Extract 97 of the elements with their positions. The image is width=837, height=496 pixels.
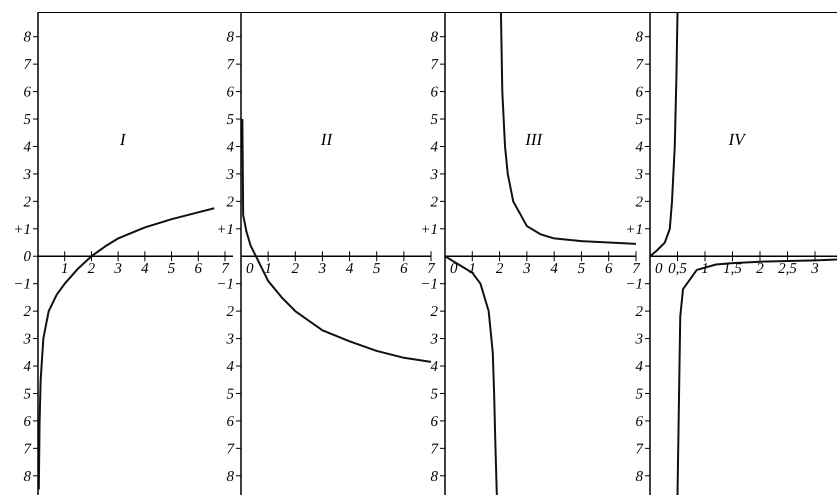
x-tick-label: 4	[550, 261, 558, 278]
x-tick-label: 0,5	[668, 261, 688, 278]
y-tick-label: 5	[636, 386, 644, 402]
y-tick-label: 2	[226, 194, 234, 210]
y-tick-label: 3	[22, 332, 31, 348]
x-tick-label: 1	[60, 261, 68, 278]
x-tick-label: 2	[292, 261, 300, 278]
y-tick-label: 8	[226, 30, 234, 46]
y-tick-label: 6	[226, 84, 234, 101]
y-tick-label: 8	[430, 30, 438, 46]
y-tick-label: −1	[420, 276, 438, 293]
x-tick-label: 6	[604, 261, 613, 278]
y-tick-label: 4	[226, 139, 234, 156]
x-tick-label: 2	[88, 261, 96, 278]
y-tick-label: 8	[636, 30, 644, 46]
y-tick-label: 6	[226, 414, 234, 430]
y-tick-label: 8	[636, 468, 644, 485]
y-tick-label: 7	[24, 441, 32, 458]
y-tick-label: 8	[430, 468, 438, 485]
y-tick-label: 6	[430, 414, 438, 430]
y-tick-label: 4	[636, 359, 644, 376]
y-tick-label: 2	[24, 194, 32, 210]
line-series	[650, 12, 678, 258]
x-tick-label: 0	[450, 261, 458, 278]
y-tick-label: 4	[24, 359, 32, 376]
y-tick-label: 3	[430, 166, 438, 183]
x-tick-label: 0	[246, 261, 254, 278]
y-tick-label: 5	[24, 112, 32, 128]
x-tick-label: 1	[264, 261, 272, 278]
y-tick-label: 4	[24, 139, 32, 156]
y-tick-label: 5	[226, 386, 234, 402]
annotation: IV	[728, 130, 745, 150]
x-tick-label: 3	[522, 261, 531, 278]
x-tick-label: 6	[400, 261, 408, 278]
x-tick-label: 4	[346, 261, 354, 278]
line-series	[38, 207, 216, 491]
y-tick-label: 2	[430, 304, 438, 320]
y-tick-label: 3	[22, 166, 31, 183]
annotation: I	[120, 130, 126, 150]
y-tick-label: 3	[634, 166, 643, 183]
x-tick-label: 3	[113, 261, 122, 278]
y-tick-label: +1	[420, 222, 438, 238]
y-tick-label: 7	[430, 57, 440, 74]
y-tick-label: 8	[226, 468, 234, 485]
y-tick-label: 5	[430, 112, 438, 128]
x-tick-label: 4	[141, 261, 150, 278]
x-tick-label: 5	[168, 261, 176, 278]
y-tick-label: +1	[625, 222, 643, 238]
y-tick-label: 7	[636, 57, 644, 74]
y-tick-label: 6	[24, 84, 32, 101]
x-tick-label: 5	[372, 261, 381, 278]
annotation: II	[320, 130, 332, 150]
y-tick-label: 4	[226, 359, 234, 376]
y-tick-label: 7	[636, 441, 644, 458]
y-tick-label: 3	[430, 332, 438, 348]
y-tick-label: 6	[636, 84, 644, 101]
y-tick-label: 6	[636, 414, 644, 430]
x-tick-label: 0	[655, 261, 663, 278]
y-tick-label: 2	[636, 194, 644, 210]
y-tick-label: 4	[430, 359, 438, 376]
annotation: III	[525, 130, 542, 150]
y-tick-label: 0	[24, 249, 32, 266]
x-tick-label: 6	[194, 261, 203, 278]
y-tick-label: 7	[24, 57, 32, 74]
x-tick-label: 3	[810, 261, 819, 278]
y-tick-label: 2	[636, 304, 644, 320]
y-tick-label: −1	[625, 276, 643, 293]
y-tick-label: 7	[226, 57, 236, 74]
x-tick-label: 1,5	[723, 261, 742, 278]
y-tick-label: 5	[430, 386, 438, 402]
y-tick-label: 7	[430, 441, 440, 458]
y-tick-label: 3	[634, 332, 643, 348]
line-series	[445, 255, 498, 495]
y-tick-label: +1	[13, 222, 31, 238]
x-tick-label: 2	[756, 261, 764, 278]
x-tick-label: 3	[318, 261, 326, 278]
x-tick-label: 2,5	[778, 261, 798, 278]
y-tick-label: −1	[216, 276, 234, 293]
y-tick-label: 6	[430, 84, 438, 101]
y-tick-label: 8	[24, 468, 32, 485]
y-tick-label: −1	[13, 276, 31, 293]
y-tick-label: 8	[24, 30, 32, 46]
y-tick-label: +1	[216, 222, 234, 238]
y-tick-label: 3	[226, 166, 234, 183]
y-tick-label: 6	[24, 414, 32, 430]
y-tick-label: 2	[226, 304, 234, 320]
y-tick-label: 3	[226, 332, 234, 348]
x-tick-label: 2	[496, 261, 504, 278]
y-tick-label: 7	[226, 441, 236, 458]
y-tick-label: 4	[430, 139, 438, 156]
y-tick-label: 2	[430, 194, 438, 210]
y-tick-label: 5	[24, 386, 32, 402]
y-tick-label: 5	[636, 112, 644, 128]
y-tick-label: 2	[24, 304, 32, 320]
x-tick-label: 5	[578, 261, 586, 278]
y-tick-label: 4	[636, 139, 644, 156]
y-tick-label: 5	[226, 112, 234, 128]
